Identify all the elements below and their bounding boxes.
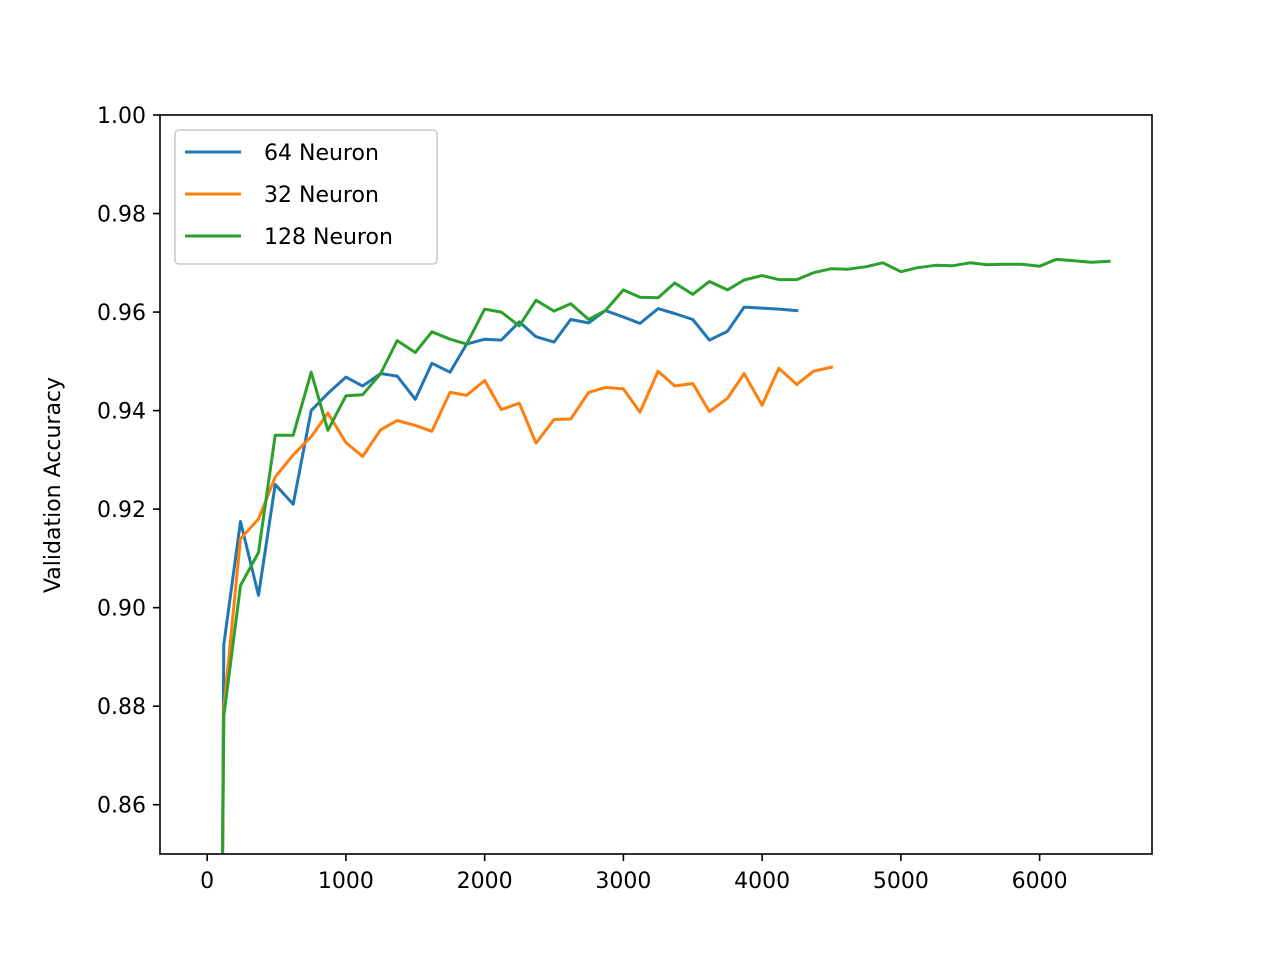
x-tick-label: 0	[200, 869, 214, 894]
legend-label-128-neuron: 128 Neuron	[264, 225, 393, 250]
y-axis-label: Validation Accuracy	[41, 377, 66, 593]
y-axis: 0.86 0.88 0.90 0.92 0.94 0.96 0.98 1.00	[97, 104, 160, 819]
series-line-32-neuron	[221, 365, 834, 854]
y-tick-label: 1.00	[97, 104, 146, 129]
y-tick-label: 0.92	[97, 498, 146, 523]
y-tick-label: 0.88	[97, 695, 146, 720]
series-line-128-neuron	[221, 257, 1111, 854]
x-tick-label: 5000	[873, 869, 929, 894]
x-tick-label: 3000	[595, 869, 651, 894]
legend-label-64-neuron: 64 Neuron	[264, 141, 379, 166]
x-tick-label: 1000	[318, 869, 374, 894]
y-tick-label: 0.96	[97, 301, 146, 326]
x-tick-label: 6000	[1012, 869, 1068, 894]
legend: 64 Neuron 32 Neuron 128 Neuron	[174, 129, 438, 265]
y-tick-label: 0.98	[97, 203, 146, 228]
series-layer	[221, 257, 1111, 854]
x-tick-label: 4000	[734, 869, 790, 894]
y-tick-label: 0.86	[97, 794, 146, 819]
x-tick-label: 2000	[457, 869, 513, 894]
y-tick-label: 0.90	[97, 597, 146, 622]
y-tick-label: 0.94	[97, 400, 146, 425]
legend-box	[174, 129, 438, 265]
plot-frame	[159, 114, 1153, 855]
legend-label-32-neuron: 32 Neuron	[264, 183, 379, 208]
x-axis: 0 1000 2000 3000 4000 5000 6000	[200, 854, 1068, 894]
